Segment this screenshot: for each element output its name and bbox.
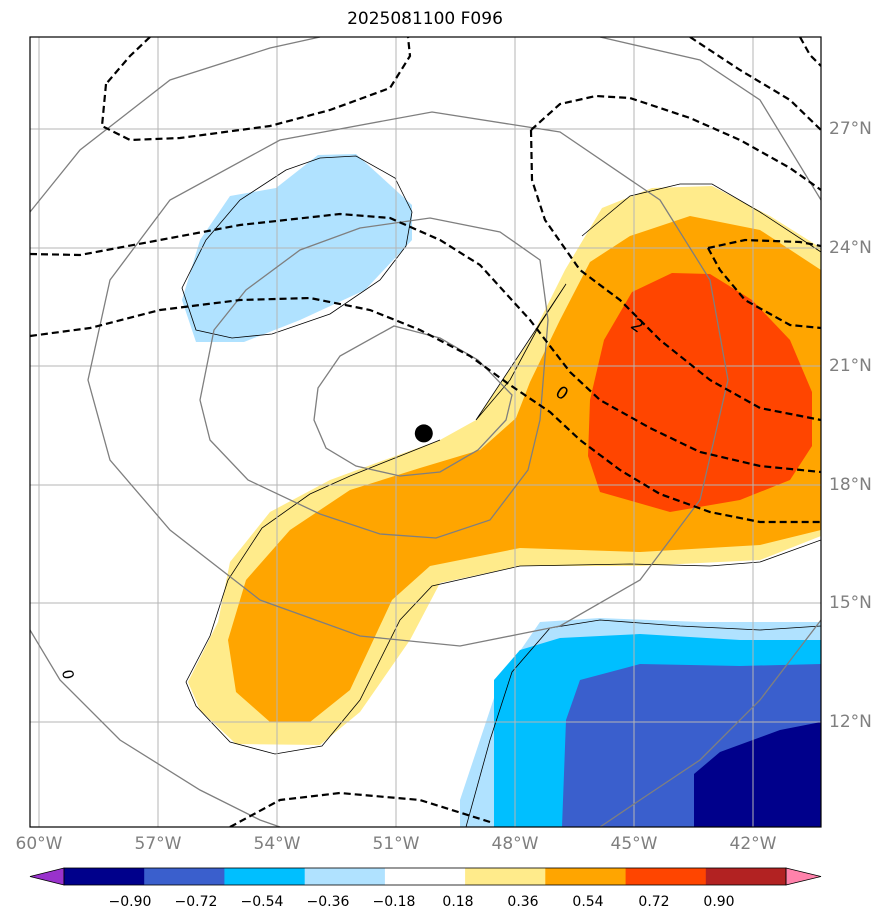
storm-center-marker <box>414 424 433 443</box>
gray-contour-ring <box>313 325 513 477</box>
colorbar <box>29 867 822 886</box>
colorbar-segment <box>545 868 626 885</box>
negative-core-south <box>694 722 821 827</box>
colorbar-segment <box>224 868 306 885</box>
colorbar-tick-label: −0.72 <box>174 894 218 910</box>
colorbar-segment <box>625 868 707 885</box>
anomaly-fill-layer <box>182 154 821 827</box>
lon-tick-label: 57°W <box>134 834 182 854</box>
lat-tick-label: 27°N <box>829 119 872 139</box>
colorbar-tick-label: 0.90 <box>703 894 735 910</box>
gray-contour-ring <box>199 217 549 539</box>
gray-contour-ring <box>87 111 729 647</box>
lon-tick-label: 48°W <box>491 834 539 854</box>
map-frame <box>29 36 822 828</box>
lon-tick-label: 60°W <box>15 834 63 854</box>
dashed-contour-layer <box>30 37 821 827</box>
colorbar-extend-high <box>785 867 822 886</box>
chart-title: 2025081100 F096 <box>347 9 503 29</box>
lon-tick-label: 54°W <box>253 834 301 854</box>
graticule <box>30 37 821 827</box>
lat-tick-label: 15°N <box>829 593 872 613</box>
lon-tick-label: 42°W <box>729 834 777 854</box>
colorbar-segment <box>64 868 145 885</box>
lat-tick-label: 18°N <box>829 475 872 495</box>
colorbar-tick-label: 0.36 <box>507 894 539 910</box>
gray-contour-layer <box>30 37 821 827</box>
colorbar-tick-label: 0.72 <box>638 894 670 910</box>
lat-tick-label: 12°N <box>829 712 872 732</box>
colorbar-tick-label: −0.18 <box>372 894 416 910</box>
colorbar-tick-label: −0.36 <box>306 894 350 910</box>
colorbar-segment <box>705 868 787 885</box>
gray-contour-ring <box>30 37 821 827</box>
fill-outline-layer <box>181 155 821 827</box>
lat-tick-label: 21°N <box>829 356 872 376</box>
colorbar-tick-label: 0.18 <box>442 894 474 910</box>
lon-tick-label: 45°W <box>610 834 658 854</box>
positive-core-fill <box>588 273 812 512</box>
colorbar-tick-label: −0.54 <box>240 894 284 910</box>
colorbar-segment <box>144 868 225 885</box>
colorbar-segment <box>465 868 546 885</box>
colorbar-segment <box>304 868 386 885</box>
colorbar-outline <box>63 867 787 886</box>
colorbar-extend-low <box>29 867 65 886</box>
colorbar-tick-label: −0.90 <box>108 894 152 910</box>
colorbar-tick-label: 0.54 <box>572 894 604 910</box>
lon-tick-label: 51°W <box>372 834 420 854</box>
contour-label: 0 <box>58 668 77 681</box>
colorbar-segment <box>384 868 466 885</box>
lat-tick-label: 24°N <box>829 238 872 258</box>
